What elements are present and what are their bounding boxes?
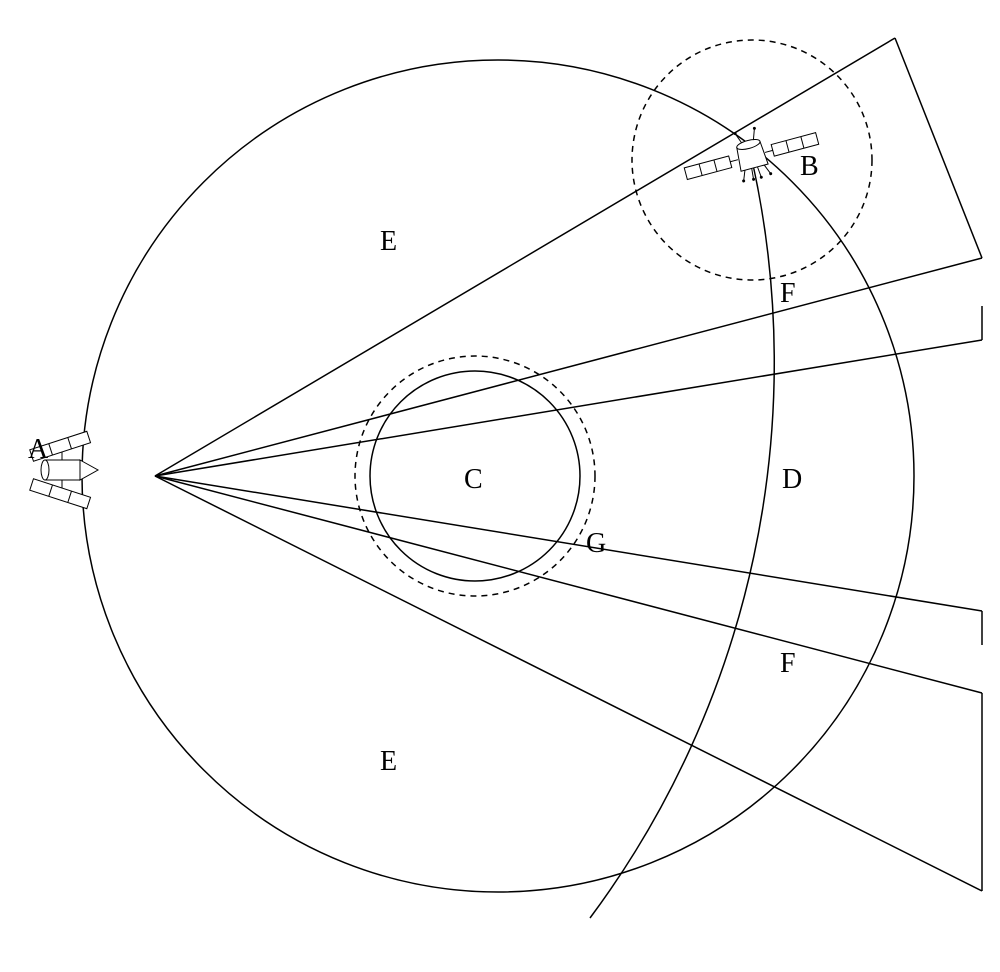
orbit-arc xyxy=(590,160,774,918)
cone-f-top-inner-line xyxy=(155,340,982,476)
closing-segment-top-right xyxy=(895,38,982,258)
satellite-geometry-diagram: A B C D E E F F G xyxy=(0,0,1000,972)
cone-d-bottom-line xyxy=(155,476,982,693)
label-b: B xyxy=(800,151,819,182)
cone-outer-top-line xyxy=(155,38,895,476)
label-c: C xyxy=(464,464,483,495)
label-e-lower: E xyxy=(380,746,397,777)
label-g: G xyxy=(586,528,606,559)
label-e-upper: E xyxy=(380,226,397,257)
cone-f-bot-inner-line xyxy=(155,476,982,611)
cone-d-top-line xyxy=(155,258,982,476)
label-f-upper: F xyxy=(780,278,796,309)
label-d: D xyxy=(782,464,802,495)
label-a: A xyxy=(28,434,49,465)
label-f-lower: F xyxy=(780,648,796,679)
